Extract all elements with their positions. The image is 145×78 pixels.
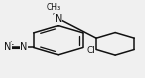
Text: CH₃: CH₃ — [47, 3, 61, 12]
Text: +: + — [8, 40, 14, 49]
Text: Cl: Cl — [86, 46, 95, 55]
Text: N: N — [4, 43, 12, 52]
Text: N: N — [55, 14, 62, 24]
Text: N: N — [20, 43, 27, 52]
